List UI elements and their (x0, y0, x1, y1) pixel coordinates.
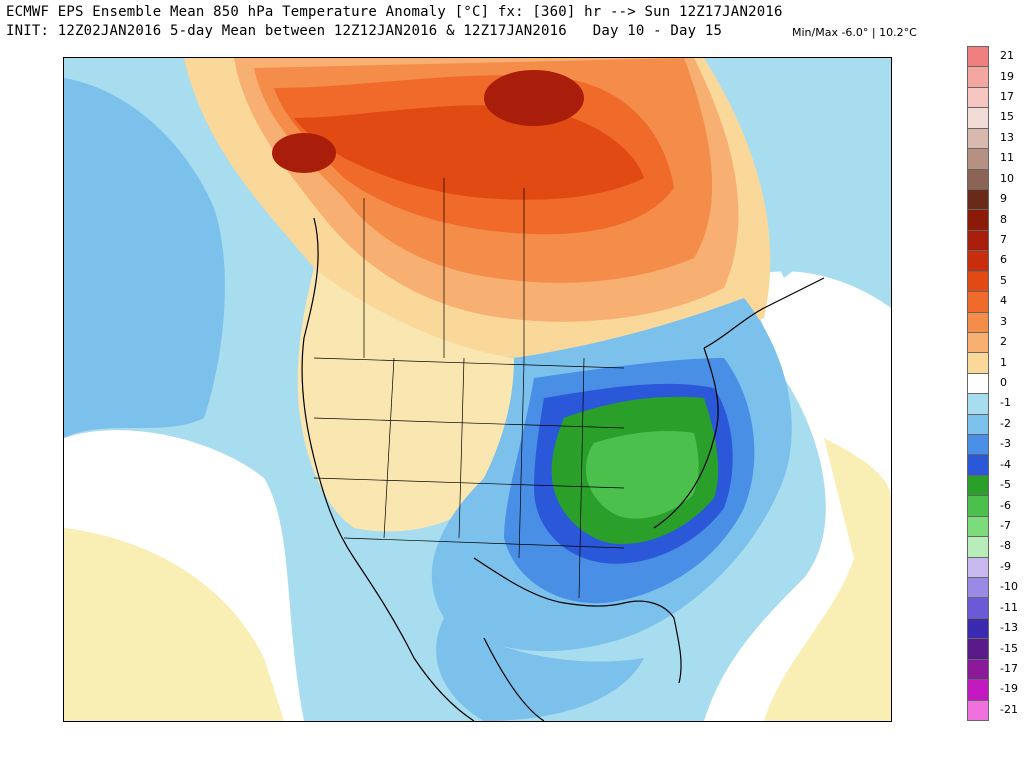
legend-label: 0 (1000, 376, 1007, 389)
cold-anomaly-minus6 (586, 431, 699, 519)
legend-label: -8 (1000, 539, 1011, 553)
legend-swatch (967, 168, 989, 190)
legend-label: 19 (1000, 69, 1014, 83)
legend-label: -15 (1000, 641, 1018, 655)
legend-swatch (967, 311, 989, 333)
warm-zone-southwest (64, 528, 284, 721)
legend-swatch (967, 679, 989, 701)
legend-swatch (967, 148, 989, 170)
chart-subtitle: INIT: 12Z02JAN2016 5-day Mean between 12… (6, 23, 723, 39)
legend-label: 5 (1000, 273, 1007, 287)
legend-swatch (967, 413, 989, 436)
legend-label: 8 (1000, 212, 1007, 226)
legend-swatch (967, 107, 989, 129)
legend-label: -4 (1000, 457, 1011, 471)
borders (313, 178, 625, 599)
legend-label: -17 (1000, 661, 1018, 675)
legend-swatch (967, 209, 989, 231)
legend-swatch (967, 536, 989, 558)
legend-label: 3 (1000, 314, 1007, 328)
legend-swatch (967, 127, 989, 150)
legend-swatch (967, 291, 989, 313)
legend-label: 17 (1000, 90, 1014, 104)
cold-anomaly-gulf (436, 618, 644, 721)
legend-label: 1 (1000, 355, 1007, 369)
warm-anomaly-core-north (484, 70, 584, 126)
legend-swatch (967, 66, 989, 88)
anomaly-map (63, 57, 892, 722)
legend-label: 4 (1000, 294, 1007, 308)
legend-label: 9 (1000, 192, 1007, 206)
legend-swatch (967, 270, 989, 293)
warm-zone-atlantic (764, 438, 891, 721)
legend-label: 11 (1000, 151, 1014, 165)
map-canvas (64, 58, 891, 721)
legend-swatch (967, 434, 989, 456)
legend-label: -6 (1000, 498, 1011, 512)
legend-label: -2 (1000, 416, 1011, 430)
legend-label: -10 (1000, 580, 1018, 594)
legend-label: -5 (1000, 478, 1011, 492)
legend-swatch (967, 86, 989, 109)
legend-label: -21 (1000, 702, 1018, 716)
legend-swatch (967, 393, 989, 415)
legend-label: 6 (1000, 253, 1007, 267)
legend-label: -13 (1000, 621, 1018, 635)
legend-label: 7 (1000, 233, 1007, 247)
legend-label: 10 (1000, 171, 1014, 185)
legend-label: -19 (1000, 682, 1018, 696)
legend-swatch (967, 658, 989, 681)
legend-swatch (967, 515, 989, 538)
legend-swatch (967, 188, 989, 211)
arctic-cool-zone (704, 58, 891, 278)
legend-label: -1 (1000, 396, 1011, 410)
legend-swatch (967, 495, 989, 517)
legend-swatch (967, 699, 989, 721)
warm-anomaly-core-alaska (272, 133, 336, 173)
legend-swatch (967, 638, 989, 660)
legend-label: -11 (1000, 600, 1018, 614)
legend-label: -7 (1000, 518, 1011, 532)
legend-swatch (967, 474, 989, 497)
legend-label: 21 (1000, 49, 1014, 63)
warm-anomaly-5 (294, 105, 644, 200)
mixed-anomaly-west (297, 268, 525, 532)
legend-swatch (967, 250, 989, 272)
legend-label: -3 (1000, 437, 1011, 451)
legend-swatch (967, 617, 989, 640)
legend-swatch (967, 454, 989, 476)
min-max-readout: Min/Max -6.0° | 10.2°C (792, 26, 917, 39)
coastlines (301, 217, 825, 721)
legend-swatch (967, 352, 989, 374)
chart-title: ECMWF EPS Ensemble Mean 850 hPa Temperat… (6, 4, 783, 20)
legend-swatch (967, 331, 989, 354)
legend-label: -9 (1000, 559, 1011, 573)
legend-label: 13 (1000, 130, 1014, 144)
legend-swatch (967, 556, 989, 579)
legend-swatch (967, 46, 989, 68)
legend-swatch (967, 229, 989, 252)
legend-swatch (967, 372, 989, 395)
pacific-cold-anomaly (64, 78, 225, 438)
legend-label: 2 (1000, 335, 1007, 349)
legend-swatch (967, 597, 989, 619)
legend-label: 15 (1000, 110, 1014, 124)
legend-swatch (967, 577, 989, 599)
